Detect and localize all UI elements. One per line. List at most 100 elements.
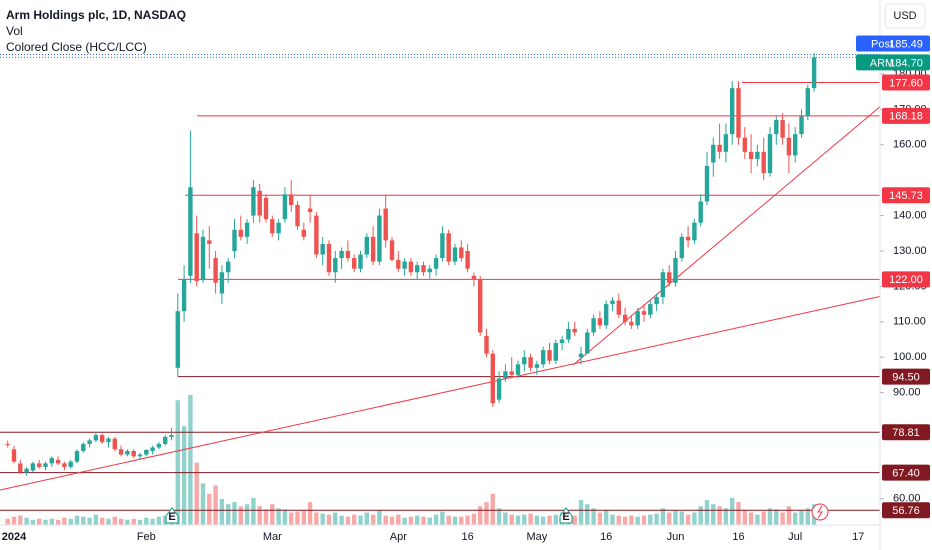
x-tick-label: 17 bbox=[852, 531, 864, 543]
candle-body bbox=[572, 328, 577, 333]
volume-bar bbox=[37, 518, 42, 525]
volume-bar bbox=[704, 500, 710, 525]
candle-body bbox=[799, 116, 804, 135]
earnings-icon bbox=[559, 507, 573, 524]
volume-bar bbox=[131, 518, 136, 525]
earnings-marker[interactable]: E bbox=[165, 507, 179, 524]
candle-body bbox=[679, 236, 684, 259]
level-label: 94.50 bbox=[882, 368, 930, 385]
volume-bar bbox=[427, 517, 432, 525]
volume-bar bbox=[597, 512, 603, 525]
x-tick-label: Feb bbox=[137, 531, 156, 543]
volume-bar bbox=[522, 514, 527, 525]
candle-body bbox=[200, 236, 206, 280]
volume-bar bbox=[471, 513, 477, 525]
candle-body bbox=[692, 222, 697, 241]
candle-body bbox=[528, 357, 533, 368]
volume-bar bbox=[503, 512, 508, 525]
candle-body bbox=[459, 247, 464, 259]
volume-bar bbox=[137, 519, 143, 525]
volume-bar bbox=[251, 497, 256, 525]
level-label: 67.40 bbox=[882, 464, 930, 481]
candle-body bbox=[163, 436, 168, 444]
x-tick-label: 16 bbox=[600, 531, 612, 543]
volume-bar bbox=[793, 512, 798, 525]
candle-body bbox=[484, 335, 489, 354]
volume-bar bbox=[5, 518, 10, 525]
volume-bar bbox=[207, 493, 212, 525]
volume-bar bbox=[616, 515, 621, 525]
volume-bar bbox=[780, 512, 785, 525]
level-label: 122.00 bbox=[882, 271, 930, 288]
currency-button[interactable] bbox=[884, 3, 926, 29]
candle-body bbox=[55, 459, 61, 464]
volume-bar bbox=[364, 512, 369, 525]
candle-body bbox=[723, 134, 729, 152]
volume-bar bbox=[402, 517, 407, 525]
candle-body bbox=[257, 190, 262, 216]
volume-bar bbox=[175, 400, 180, 525]
candle-body bbox=[383, 208, 388, 241]
candle-body bbox=[24, 468, 29, 473]
candle-body bbox=[389, 240, 395, 260]
candle-body bbox=[566, 328, 571, 340]
candle-body bbox=[578, 353, 584, 358]
volume-bar bbox=[459, 516, 464, 525]
volume-bar bbox=[106, 518, 111, 525]
candle-body bbox=[30, 463, 36, 471]
volume-bar bbox=[144, 517, 149, 525]
volume-bar bbox=[11, 516, 17, 525]
price-pill-name: ARM bbox=[870, 57, 894, 69]
volume-bar bbox=[100, 517, 105, 525]
volume-bar bbox=[49, 518, 54, 525]
volume-bar bbox=[68, 518, 73, 525]
candle-body bbox=[761, 151, 766, 174]
level-label-bg bbox=[882, 74, 930, 91]
candle-body bbox=[396, 259, 401, 269]
candle-body bbox=[465, 250, 470, 269]
candle-body bbox=[238, 229, 243, 237]
candle-body bbox=[125, 451, 130, 455]
x-tick-label: Jul bbox=[788, 531, 802, 543]
candle-body bbox=[213, 258, 218, 283]
volume-bar bbox=[553, 514, 558, 525]
earnings-marker[interactable]: E bbox=[559, 507, 573, 524]
x-tick-label: 16 bbox=[461, 531, 473, 543]
candle-body bbox=[698, 201, 703, 223]
candle-body bbox=[169, 435, 174, 437]
candle-body bbox=[112, 438, 117, 450]
volume-bar bbox=[547, 515, 552, 525]
volume-bar bbox=[200, 483, 206, 525]
volume-bar bbox=[496, 508, 502, 525]
earnings-label: E bbox=[168, 511, 175, 523]
indicator-label: Colored Close (HCC/LCC) bbox=[6, 40, 147, 54]
volume-bar bbox=[55, 519, 61, 525]
y-tick-label: 110.00 bbox=[893, 316, 926, 328]
candle-body bbox=[793, 134, 798, 156]
volume-bar bbox=[667, 512, 672, 525]
volume-bar bbox=[244, 504, 250, 525]
candle-body bbox=[289, 194, 294, 205]
candle-body bbox=[515, 364, 521, 375]
volume-bar bbox=[679, 511, 684, 525]
candle-body bbox=[440, 233, 445, 259]
candle-body bbox=[144, 449, 149, 455]
candle-body bbox=[175, 311, 180, 368]
candle-body bbox=[326, 243, 332, 273]
candle-body bbox=[74, 451, 80, 462]
level-label-text: 145.73 bbox=[889, 190, 923, 202]
candle-body bbox=[786, 137, 792, 156]
currency[interactable]: USD bbox=[893, 10, 916, 22]
candle-body bbox=[471, 275, 477, 280]
dividend-marker[interactable] bbox=[811, 503, 829, 521]
candle-body bbox=[717, 144, 722, 152]
event-glyph bbox=[817, 505, 823, 519]
y-tick-label: 100.00 bbox=[893, 351, 927, 363]
volume-bar bbox=[723, 508, 729, 525]
volume-bar bbox=[150, 518, 155, 525]
candle-body bbox=[181, 279, 187, 312]
candle-body bbox=[755, 151, 760, 159]
volume-bar bbox=[62, 517, 67, 525]
volume-bar bbox=[585, 504, 590, 525]
volume-bar bbox=[685, 514, 691, 525]
